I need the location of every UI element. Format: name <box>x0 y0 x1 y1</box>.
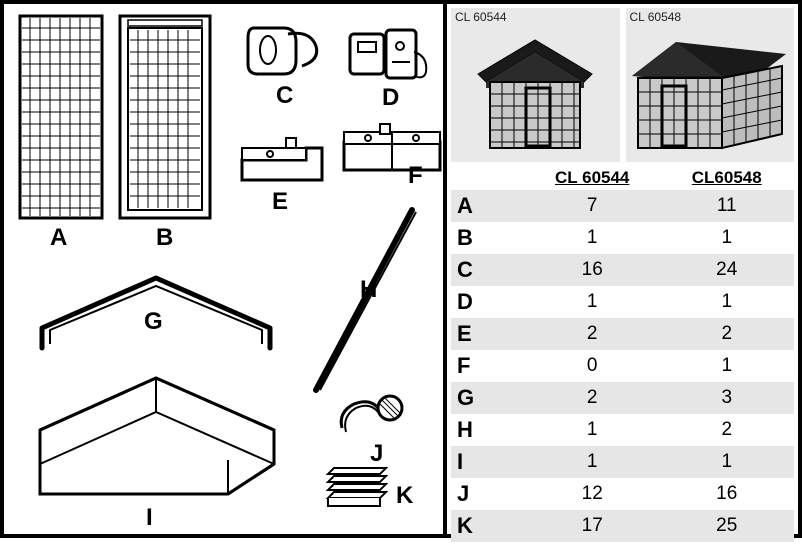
table-row: I11 <box>451 446 794 478</box>
cell-part: C <box>451 254 525 286</box>
cell-qty-60548: 1 <box>659 350 794 382</box>
cell-part: A <box>451 190 525 222</box>
cell-part: J <box>451 478 525 510</box>
table-row: D11 <box>451 286 794 318</box>
cell-qty-60548: 1 <box>659 286 794 318</box>
kennel-icon <box>626 26 794 156</box>
cell-part: H <box>451 414 525 446</box>
table-row: B11 <box>451 222 794 254</box>
instruction-sheet: A <box>0 0 802 538</box>
label-D: D <box>382 84 399 112</box>
table-row: J1216 <box>451 478 794 510</box>
cell-part: F <box>451 350 525 382</box>
cell-qty-60544: 17 <box>525 510 660 542</box>
cell-qty-60548: 16 <box>659 478 794 510</box>
cell-qty-60548: 1 <box>659 222 794 254</box>
table-row: K1725 <box>451 510 794 542</box>
part-J-bungee <box>334 384 412 444</box>
th-blank <box>451 166 525 190</box>
cell-qty-60548: 3 <box>659 382 794 414</box>
cell-qty-60544: 2 <box>525 382 660 414</box>
cell-qty-60544: 1 <box>525 414 660 446</box>
photo-label-60548: CL 60548 <box>626 8 795 26</box>
cell-part: K <box>451 510 525 542</box>
kennel-icon <box>470 26 600 156</box>
cell-qty-60544: 12 <box>525 478 660 510</box>
right-column: CL 60544 <box>447 4 798 534</box>
th-60544: CL 60544 <box>525 166 660 190</box>
table-row: F01 <box>451 350 794 382</box>
cell-qty-60548: 24 <box>659 254 794 286</box>
cell-qty-60548: 2 <box>659 414 794 446</box>
part-F-double-bracket <box>340 122 450 180</box>
parts-table-body: A711B11C1624D11E22F01G23H12I11J1216K1725 <box>451 190 794 542</box>
cell-qty-60548: 11 <box>659 190 794 222</box>
cell-part: B <box>451 222 525 254</box>
table-row: A711 <box>451 190 794 222</box>
label-G: G <box>144 308 163 336</box>
cell-part: I <box>451 446 525 478</box>
photo-label-60544: CL 60544 <box>451 8 620 26</box>
part-E-bracket <box>236 134 336 190</box>
label-C: C <box>276 82 293 110</box>
cell-qty-60544: 7 <box>525 190 660 222</box>
cell-part: E <box>451 318 525 350</box>
cell-qty-60544: 1 <box>525 286 660 318</box>
cell-qty-60544: 1 <box>525 222 660 254</box>
parts-table: CL 60544 CL60548 A711B11C1624D11E22F01G2… <box>451 166 794 542</box>
cell-qty-60544: 0 <box>525 350 660 382</box>
part-I-cover <box>28 364 288 514</box>
table-row: H12 <box>451 414 794 446</box>
table-row: E22 <box>451 318 794 350</box>
cell-part: G <box>451 382 525 414</box>
parts-diagram: A <box>4 4 447 534</box>
th-60548: CL60548 <box>659 166 794 190</box>
product-photos: CL 60544 <box>447 4 798 166</box>
photo-60548: CL 60548 <box>626 8 795 162</box>
cell-qty-60548: 25 <box>659 510 794 542</box>
label-H: H <box>360 276 377 304</box>
cell-qty-60544: 1 <box>525 446 660 478</box>
label-A: A <box>50 224 67 252</box>
label-E: E <box>272 188 288 216</box>
part-A-panel <box>18 14 104 224</box>
label-I: I <box>146 504 153 532</box>
label-B: B <box>156 224 173 252</box>
part-B-door-panel <box>118 14 212 224</box>
cell-qty-60544: 2 <box>525 318 660 350</box>
photo-60544: CL 60544 <box>451 8 620 162</box>
parts-table-wrap: CL 60544 CL60548 A711B11C1624D11E22F01G2… <box>447 166 798 544</box>
cell-qty-60548: 1 <box>659 446 794 478</box>
cell-qty-60544: 16 <box>525 254 660 286</box>
table-row: C1624 <box>451 254 794 286</box>
part-K-ties <box>320 456 394 514</box>
cell-part: D <box>451 286 525 318</box>
label-K: K <box>396 482 413 510</box>
part-C-clamp <box>244 20 324 82</box>
part-D-latch <box>344 22 434 86</box>
label-F: F <box>408 162 423 190</box>
cell-qty-60548: 2 <box>659 318 794 350</box>
table-row: G23 <box>451 382 794 414</box>
